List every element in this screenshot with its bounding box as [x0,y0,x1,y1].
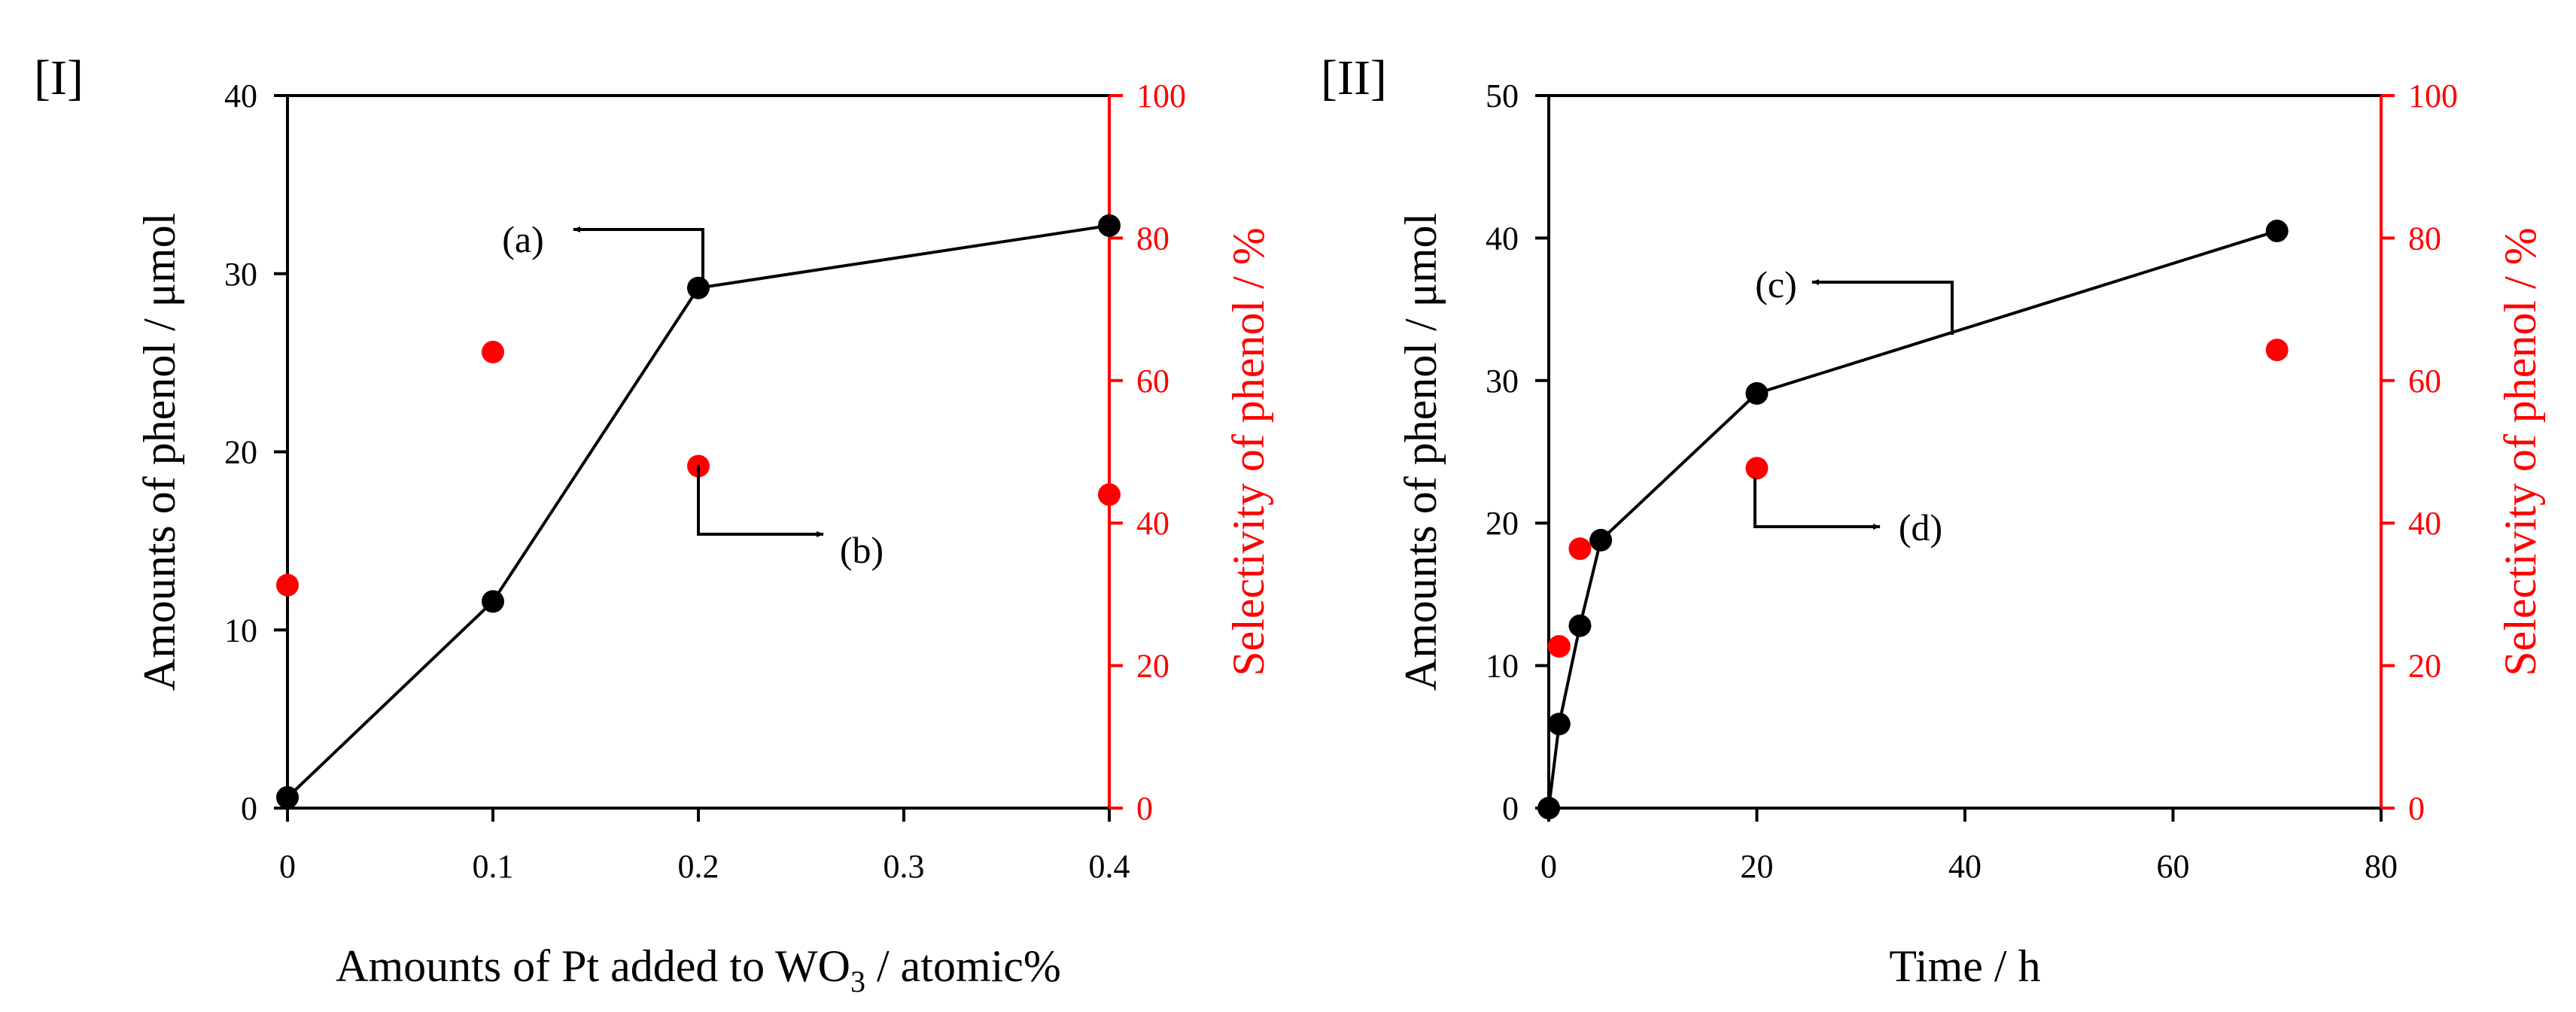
chart-panel-2: [II] 0 20 40 60 80 0 10 20 30 40 50 0 20 40 60 80 100 Time… [1321,50,2545,991]
series-line-amount [286,223,1110,799]
annotation-label: (d) [1899,506,1942,549]
data-point-selectivity [1098,483,1121,506]
data-point-selectivity [276,573,299,597]
x-axis-label-subscript: 3 [850,965,865,998]
data-point-amount [276,786,299,809]
y-right-tick-label: 40 [1136,505,1169,542]
x-axis-label: Time / h [1889,941,2040,991]
y-right-axis-label: Selectivity of phenol / % [2495,227,2545,676]
y-right-tick-label: 80 [1136,220,1169,257]
y-left-tick-label: 30 [1486,363,1519,400]
data-point-amount [1547,713,1571,736]
annotation-arrow [1811,279,1954,335]
data-point-selectivity [1547,635,1571,658]
annotation-arrow [697,465,824,537]
y-left-tick-label: 50 [1486,77,1519,114]
x-axis-label: Amounts of Pt added to WO3 / atomic% [336,941,1061,998]
x-tick-label: 0.3 [884,848,925,885]
data-point-amount [687,276,710,299]
data-point-selectivity [482,340,504,363]
panel-label: [II] [1321,50,1387,105]
x-tick-label: 0 [279,848,296,885]
data-point-selectivity [1568,537,1592,561]
y-left-tick-label: 40 [224,77,257,114]
x-axis-label-unit: / atomic% [865,941,1061,991]
y-right-tick-label: 20 [1136,648,1169,685]
data-point-amount [1589,528,1613,552]
panel-label: [I] [34,50,84,105]
chart-panel-1: [I]0 0.1 0.2 0.3 0.4010203040020406080100Amo… [34,50,1273,998]
annotation-label: (a) [502,218,544,260]
y-left-tick-label: 10 [1486,648,1519,685]
y-left-tick-label: 20 [224,434,257,471]
x-tick-label: 80 [2365,848,2398,885]
data-point-amount [1568,614,1592,637]
y-right-tick-label: 100 [1136,77,1186,114]
y-right-tick-label: 20 [2408,648,2441,685]
x-tick-label: 0.1 [473,848,514,885]
y-right-tick-label: 60 [2408,363,2441,400]
y-left-tick-label: 10 [224,612,257,649]
y-right-axis-label: Selectivity of phenol / % [1224,227,1273,676]
data-point-amount [1098,214,1121,237]
data-point-selectivity [1745,457,1769,480]
annotation-label: (b) [840,529,884,571]
data-point-amount [2265,219,2289,242]
y-left-tick-label: 30 [224,256,257,293]
y-left-axis-label: Amounts of phenol / μmol [1396,213,1446,691]
y-left-tick-label: 40 [1486,220,1519,257]
y-left-tick-label: 20 [1486,505,1519,542]
y-right-tick-label: 40 [2408,505,2441,542]
annotation-arrow [573,226,704,280]
x-tick-label: 40 [1948,848,1981,885]
data-point-selectivity [2265,339,2289,362]
series-line-amount [1547,229,2278,809]
x-tick-label: 20 [1741,848,1774,885]
annotation-arrow [1753,478,1881,530]
x-tick-label: 0.2 [678,848,719,885]
data-point-amount [1537,797,1560,819]
x-tick-label: 60 [2157,848,2190,885]
y-right-tick-label: 80 [2408,220,2441,257]
x-axis-label-main: Amounts of Pt added to WO [336,941,850,991]
x-tick-label: 0 [1540,848,1557,885]
annotation-label: (c) [1755,263,1797,305]
x-axis-label-main: Time / h [1889,941,2040,991]
y-left-tick-label: 0 [1502,790,1519,827]
y-right-tick-label: 0 [1136,790,1153,827]
data-point-amount [1745,381,1769,405]
data-point-amount [482,590,504,613]
y-left-axis-label: Amounts of phenol / μmol [135,213,184,691]
y-right-tick-label: 100 [2408,77,2458,114]
x-tick-label: 0.4 [1089,848,1130,885]
y-left-tick-label: 0 [241,790,257,827]
y-right-tick-label: 0 [2408,790,2425,827]
y-right-tick-label: 60 [1136,363,1169,400]
